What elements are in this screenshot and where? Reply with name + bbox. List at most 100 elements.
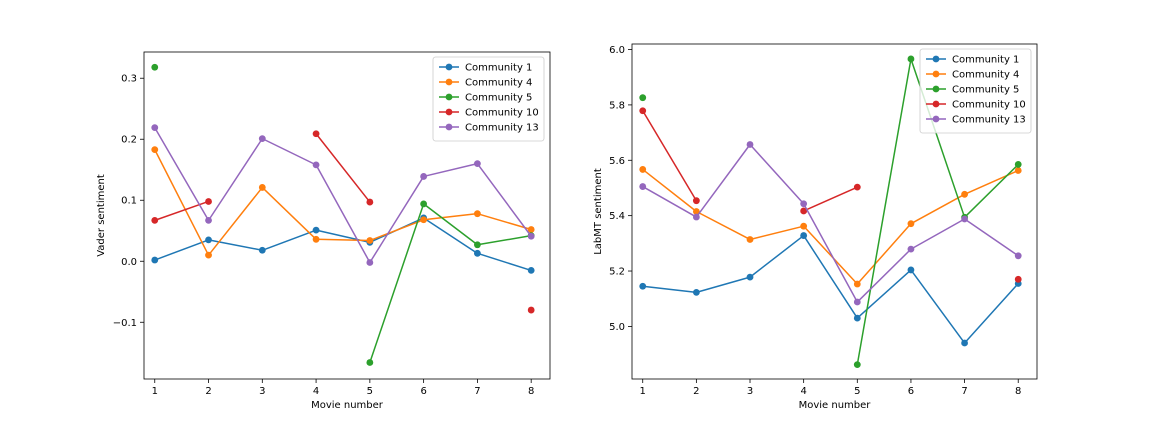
data-point bbox=[692, 197, 700, 205]
series-line bbox=[154, 127, 532, 264]
series-line bbox=[642, 143, 1019, 303]
x-tick-label: 4 bbox=[800, 386, 806, 397]
legend: Community 1 Community 4 Community 5 Communi… bbox=[432, 56, 545, 142]
series-community-13 bbox=[639, 141, 1022, 306]
data-point bbox=[961, 339, 968, 347]
y-tick-label: 0.3 bbox=[121, 74, 137, 85]
data-point bbox=[420, 216, 428, 224]
legend-entry: Community 10 bbox=[926, 100, 1026, 111]
legend-marker bbox=[932, 70, 940, 78]
vader-sentiment-chart: 1 2 3 4 5 6 7 8 −0.1 0.0 0.1 0.2 0.3 Movie number Vade… bbox=[96, 51, 551, 411]
legend-entry: Community 1 bbox=[926, 55, 1019, 66]
data-point bbox=[961, 215, 968, 223]
legend-marker bbox=[445, 63, 453, 71]
data-point bbox=[151, 63, 159, 71]
data-point bbox=[527, 226, 535, 233]
data-point bbox=[258, 184, 266, 191]
data-point bbox=[853, 183, 861, 191]
data-point bbox=[853, 314, 861, 322]
y-tick-label: 0.2 bbox=[121, 135, 137, 146]
data-point bbox=[746, 273, 754, 281]
legend-label: Community 10 bbox=[465, 108, 539, 119]
data-point bbox=[800, 222, 808, 230]
data-point bbox=[1014, 167, 1022, 174]
x-tick-label: 2 bbox=[693, 386, 699, 397]
data-point bbox=[420, 200, 428, 208]
series-community-10 bbox=[639, 107, 1022, 283]
legend-box bbox=[919, 48, 1032, 134]
series-line bbox=[369, 203, 532, 363]
legend-entry: Community 4 bbox=[439, 78, 532, 89]
data-point bbox=[312, 226, 320, 234]
legend-marker bbox=[445, 93, 453, 101]
data-point bbox=[639, 166, 647, 173]
legend-marker bbox=[445, 123, 453, 131]
x-tick-label: 7 bbox=[474, 386, 480, 397]
series-community-4 bbox=[639, 166, 1022, 288]
data-point bbox=[746, 236, 754, 243]
y-tick-label: 5.6 bbox=[609, 156, 625, 167]
y-tick-label: 5.4 bbox=[609, 211, 625, 222]
data-point bbox=[907, 245, 915, 253]
x-tick-label: 4 bbox=[313, 386, 319, 397]
series-line bbox=[154, 149, 532, 256]
series-community-4 bbox=[151, 146, 535, 259]
y-tick-label: 5.0 bbox=[609, 322, 625, 333]
data-point bbox=[474, 249, 481, 257]
x-tick-label: 6 bbox=[908, 386, 914, 397]
y-axis-label: Vader sentiment bbox=[96, 174, 107, 257]
data-point bbox=[692, 288, 700, 296]
legend-marker bbox=[445, 78, 453, 86]
legend-label: Community 5 bbox=[952, 85, 1019, 96]
data-point bbox=[692, 208, 700, 215]
legend-marker bbox=[932, 85, 940, 93]
data-point bbox=[800, 207, 808, 215]
series-line bbox=[856, 58, 1019, 365]
legend-entry: Community 5 bbox=[926, 85, 1019, 96]
data-point bbox=[907, 266, 915, 274]
data-point bbox=[1014, 275, 1022, 283]
data-point bbox=[474, 210, 481, 218]
series-line bbox=[315, 133, 371, 203]
legend-marker bbox=[932, 55, 940, 63]
data-point bbox=[151, 124, 159, 132]
x-tick-label: 3 bbox=[259, 386, 265, 397]
data-point bbox=[639, 94, 647, 102]
data-point bbox=[151, 146, 159, 154]
legend-label: Community 1 bbox=[952, 55, 1019, 66]
series-line bbox=[154, 217, 532, 272]
labmt-sentiment-chart: 1 2 3 4 5 6 7 8 5.0 5.2 5.4 5.6 5.8 6.0 Movie number La… bbox=[593, 43, 1038, 411]
series-line bbox=[803, 186, 858, 212]
data-point bbox=[853, 298, 861, 306]
legend-label: Community 4 bbox=[952, 70, 1019, 81]
legend-entry: Community 13 bbox=[926, 115, 1026, 126]
data-point bbox=[692, 213, 700, 221]
x-tick-label: 2 bbox=[205, 386, 211, 397]
legend-entry: Community 10 bbox=[439, 108, 539, 119]
legend-label: Community 13 bbox=[465, 123, 539, 134]
data-point bbox=[527, 306, 535, 314]
y-axis-label: LabMT sentiment bbox=[593, 168, 604, 255]
data-point bbox=[151, 256, 159, 264]
data-point bbox=[746, 141, 754, 148]
y-tick-label: 6.0 bbox=[609, 45, 625, 56]
series-line bbox=[642, 168, 1019, 285]
data-point bbox=[527, 232, 535, 240]
x-tick-label: 8 bbox=[528, 386, 534, 397]
data-point bbox=[853, 361, 861, 369]
data-point bbox=[800, 232, 808, 239]
legend-marker bbox=[445, 108, 453, 116]
series-line bbox=[642, 110, 698, 202]
data-point bbox=[205, 216, 212, 224]
data-point bbox=[366, 259, 374, 266]
x-tick-label: 8 bbox=[1015, 386, 1021, 397]
y-tick-label: 5.8 bbox=[609, 100, 625, 111]
y-tick-label: 0.0 bbox=[121, 257, 137, 268]
x-tick-label: 1 bbox=[640, 386, 646, 397]
axes-frame bbox=[631, 43, 1038, 380]
x-axis-label: Movie number bbox=[311, 400, 384, 411]
legend-label: Community 4 bbox=[465, 78, 532, 89]
y-tick-label: 0.1 bbox=[121, 196, 137, 207]
legend-entry: Community 5 bbox=[439, 93, 532, 104]
